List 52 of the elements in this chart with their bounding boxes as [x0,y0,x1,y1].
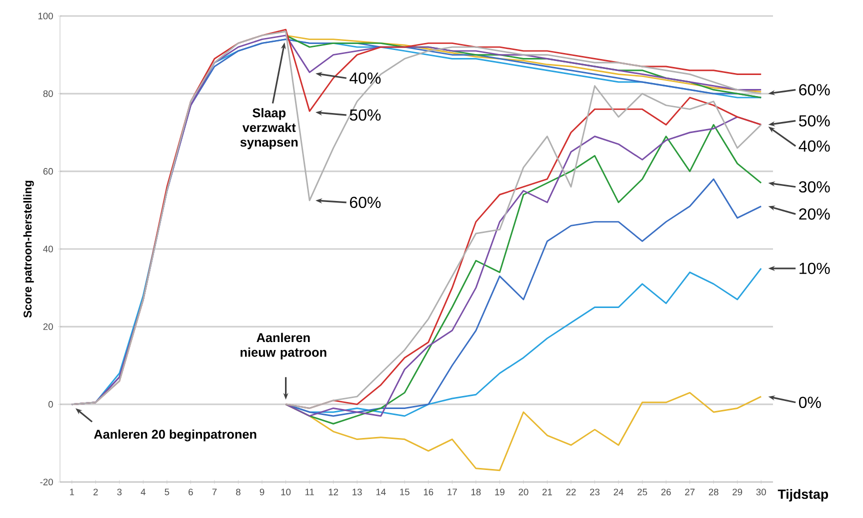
x-tick-label: 10 [281,488,291,496]
annotation: 30% [798,181,830,193]
x-tick-label: 7 [212,488,217,496]
x-tick-label: 26 [661,488,671,496]
x-tick-label: 21 [542,488,552,496]
y-tick-label: 40 [43,246,53,252]
x-tick-label: 17 [448,488,457,496]
x-tick-label: 25 [638,488,648,496]
y-tick-label: -20 [40,478,53,486]
x-tick-label: 30 [756,488,766,496]
x-tick-label: 12 [328,488,338,496]
annotation: 20% [799,208,830,220]
x-tick-label: 2 [94,488,98,496]
x-tick-label: 11 [305,488,314,496]
y-tick-label: 80 [43,90,53,97]
y-tick-label: 100 [38,12,53,20]
x-tick-label: 29 [732,488,742,496]
x-tick-label: 23 [590,488,600,496]
x-tick-label: 16 [424,488,434,496]
annotation: Slaap verzwakt synapsen [240,108,298,150]
y-tick-label: 20 [43,323,53,330]
annotation: 40% [798,140,830,152]
x-tick-label: 18 [471,488,481,496]
x-tick-label: 28 [708,488,718,496]
annotation: 10% [800,262,830,274]
annotation: 0% [799,396,821,408]
annotation: Aanleren nieuw patroon [240,332,326,360]
x-axis-title: Tijdstap [778,489,828,502]
x-tick-label: 13 [352,488,362,496]
x-tick-label: 14 [376,488,386,496]
annotation: 50% [350,109,381,121]
x-tick-label: 3 [117,488,122,496]
annotation: Aanleren 20 beginpatronen [94,429,256,442]
y-tick-label: 0 [48,401,53,408]
x-tick-label: 20 [518,488,528,496]
x-tick-label: 4 [140,488,146,496]
y-axis-title: Score patroon-herstelling [23,180,34,318]
annotation: 40% [350,72,381,84]
x-tick-label: 19 [495,488,504,496]
x-tick-label: 22 [566,488,576,496]
x-tick-label: 24 [614,488,624,496]
x-tick-label: 9 [260,488,264,496]
annotation: 60% [350,196,381,208]
x-tick-label: 27 [685,488,695,496]
annotation: 50% [799,115,830,126]
x-tick-label: 15 [400,488,410,496]
x-tick-label: 6 [188,488,193,496]
y-tick-label: 60 [43,168,53,175]
x-tick-label: 5 [164,488,170,496]
annotation: 60% [799,84,830,96]
x-tick-label: 1 [70,488,74,496]
x-tick-label: 8 [236,488,240,496]
